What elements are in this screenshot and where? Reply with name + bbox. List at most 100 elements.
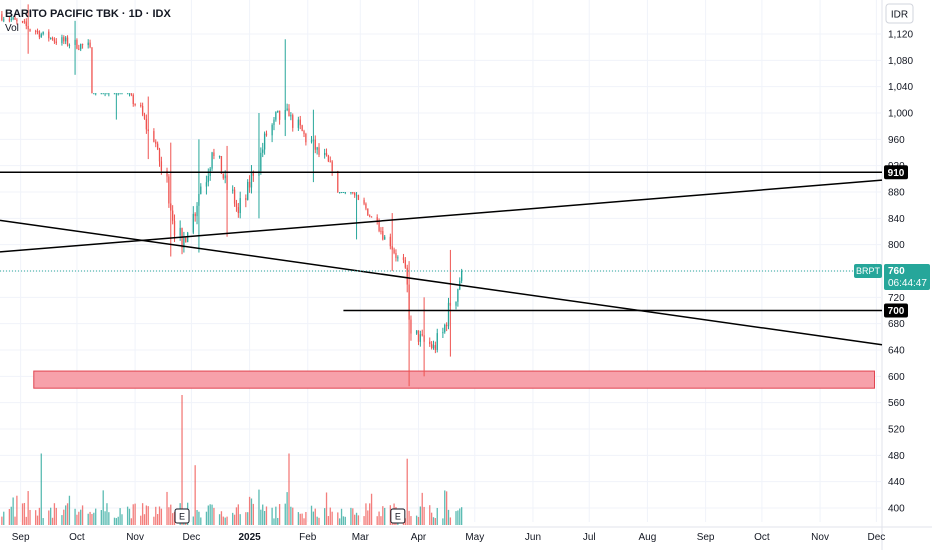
volume-bar [432, 517, 435, 525]
candle-body [218, 155, 221, 157]
candle-body [376, 217, 378, 222]
candle-body [262, 149, 264, 153]
candle-body [50, 37, 52, 39]
candle-body [369, 215, 371, 217]
volume-bar [382, 506, 384, 525]
candle-body [10, 18, 12, 20]
candle-body [378, 221, 380, 231]
candle-body [363, 199, 365, 204]
candle-body [80, 44, 82, 50]
volume-bar [369, 503, 371, 525]
volume-bar [303, 518, 305, 525]
candle-body [393, 249, 395, 253]
candle-body [65, 37, 67, 42]
candle-body [417, 330, 420, 342]
volume-bar [141, 503, 144, 525]
candle-body [382, 231, 384, 240]
volume-bar [430, 512, 433, 525]
volume-bar [357, 515, 360, 525]
volume-bar [459, 508, 461, 525]
candle-body [179, 227, 181, 236]
volume-bar [429, 505, 431, 525]
volume-bar [156, 514, 159, 525]
volume-bar [211, 504, 213, 525]
volume-bar [365, 503, 367, 525]
candle-body [329, 161, 331, 163]
candle-body [316, 147, 318, 150]
candle-body [245, 198, 247, 200]
candle-body [89, 42, 91, 48]
volume-bar [66, 503, 69, 525]
volume-bar [404, 518, 407, 525]
volume-bar [14, 516, 16, 525]
level-label-700[interactable]: 700 [884, 303, 908, 318]
volume-bar [460, 507, 463, 525]
volume-bar [153, 516, 155, 525]
volume-bar [247, 512, 249, 525]
candle-body [402, 257, 405, 260]
volume-bar [209, 504, 211, 525]
volume-bar [3, 511, 5, 525]
volume-bar [263, 510, 266, 525]
volume-bar [168, 507, 170, 525]
price-tick-label: 680 [888, 319, 905, 330]
volume-bar [50, 507, 52, 525]
candle-body [342, 192, 345, 193]
candle-body [303, 131, 305, 135]
volume-bar [248, 496, 251, 525]
candle-body [91, 47, 93, 94]
volume-bar [288, 453, 290, 525]
candle-body [318, 147, 320, 155]
volume-bar [457, 510, 459, 525]
volume-bar [87, 513, 89, 525]
volume-bar [134, 503, 136, 525]
volume-bar [323, 508, 326, 525]
candle-body [284, 109, 286, 120]
candle-body [323, 152, 326, 155]
candle-body [325, 152, 328, 156]
volume-bar [23, 502, 26, 525]
earnings-marker[interactable]: E [174, 508, 190, 524]
candle-body [170, 203, 172, 211]
price-tick-label: 840 [888, 214, 905, 225]
volume-bar [48, 510, 50, 525]
candle-body [419, 334, 422, 342]
volume-bar [316, 516, 318, 525]
candle-body [63, 37, 65, 42]
drawings[interactable] [0, 171, 883, 346]
candle-body [205, 182, 208, 187]
time-tick-label: Jun [525, 532, 541, 543]
candle-body [34, 30, 37, 32]
volume-bar [434, 518, 437, 525]
candle-body [397, 257, 399, 259]
current-price-tag[interactable]: BRPT 760 06:44:47 [854, 264, 930, 290]
candle-body [200, 186, 202, 194]
volume-bar [376, 516, 378, 525]
volume-bar [417, 516, 420, 525]
volume-bar [245, 512, 247, 525]
candle-body [273, 119, 275, 125]
candle-body [258, 170, 260, 176]
level-label-910[interactable]: 910 [884, 165, 908, 180]
candle-body [350, 192, 352, 193]
candle-body [415, 330, 418, 334]
volume-bar [53, 503, 56, 525]
candle-body [357, 195, 360, 200]
currency-badge[interactable]: IDR [885, 3, 914, 24]
volume-bar [299, 513, 301, 525]
candle-body [147, 129, 149, 132]
volume-bar [327, 516, 330, 525]
candle-body [104, 93, 106, 95]
earnings-marker[interactable]: E [390, 508, 406, 524]
time-axis[interactable]: Sep Oct Nov Dec 2025 Feb Mar Apr May Jun Jul Aug Sep… [12, 532, 886, 543]
support-zone[interactable] [33, 370, 875, 389]
time-tick-label: Nov [811, 532, 829, 543]
candle-body [128, 93, 131, 95]
volume-bar [408, 510, 410, 525]
volume-bar [80, 509, 82, 525]
candle-body [121, 93, 123, 95]
volume-bar [91, 513, 93, 525]
candle-body [155, 141, 157, 144]
